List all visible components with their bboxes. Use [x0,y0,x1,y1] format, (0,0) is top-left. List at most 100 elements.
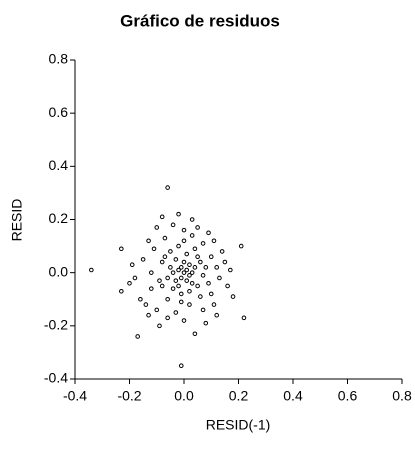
point [225,283,230,289]
point [195,254,200,260]
point [143,302,149,307]
point [165,185,170,190]
point [211,238,217,244]
point [181,259,187,265]
point [157,323,162,329]
x-tick-label: 0.8 [392,388,412,404]
point [165,275,170,281]
y-tick-label: -0.2 [44,317,68,333]
point [154,307,160,313]
point [140,257,146,262]
point [135,334,140,339]
point [165,315,170,321]
point [200,307,206,313]
point [159,259,165,265]
y-tick-label: 0.0 [49,263,69,279]
point [211,302,217,307]
point [192,331,198,337]
point [176,283,181,289]
point [168,249,173,254]
y-tick-label: 0.2 [49,210,69,226]
point [132,275,138,281]
point [119,246,124,252]
point [198,294,203,299]
point [178,299,184,305]
point [187,273,192,278]
point [170,222,176,228]
point [184,267,190,273]
point [149,286,154,291]
point [189,281,195,286]
point [176,267,181,273]
point [222,259,228,265]
point [159,214,165,220]
point [181,270,187,275]
point [176,211,181,217]
point [154,225,160,230]
point [129,262,135,267]
y-tick-label: 0.6 [49,104,69,120]
point [198,259,203,265]
point [178,363,184,369]
point [187,262,192,267]
y-tick-label: 0.4 [49,157,69,173]
point [176,243,181,249]
x-axis-label: RESID(-1) [206,417,271,433]
point [230,294,236,299]
point [181,238,187,244]
point [173,310,179,315]
y-tick-label: 0.8 [49,51,69,67]
x-tick-label: 0.4 [283,388,303,404]
point [217,275,222,281]
chart-title: Gráfico de residuos [120,11,280,30]
point [168,265,173,270]
point [146,238,151,244]
x-tick-label: 0.0 [174,388,194,404]
point [157,278,162,283]
point [219,249,225,254]
point [89,267,94,273]
point [203,320,209,326]
point [206,230,211,236]
x-tick-label: 0.2 [229,388,249,404]
point [241,315,247,321]
point [178,265,184,270]
point [206,281,211,286]
point [203,265,209,270]
point [178,291,184,297]
point [127,281,132,286]
point [173,257,179,262]
point [228,267,233,273]
point [214,312,219,318]
point [181,318,187,323]
point [162,235,168,241]
point [192,265,198,270]
x-tick-label: -0.2 [117,388,141,404]
point [189,270,195,275]
point [214,265,219,270]
point [184,278,190,283]
point [189,217,195,222]
point [119,288,124,294]
point [181,227,187,233]
point [170,286,176,291]
point [170,270,176,275]
point [238,243,244,249]
point [151,246,157,252]
x-tick-label: -0.4 [63,388,87,404]
point [195,283,200,289]
point [192,246,198,252]
point [208,254,214,260]
point [146,312,151,318]
y-axis-label: RESID [9,199,25,242]
point [173,278,179,283]
point [195,225,200,230]
point [165,296,170,302]
point [189,233,195,238]
point [138,296,143,302]
y-tick-label: -0.4 [44,370,68,386]
point [159,283,165,289]
point [184,251,190,257]
point [187,302,192,307]
